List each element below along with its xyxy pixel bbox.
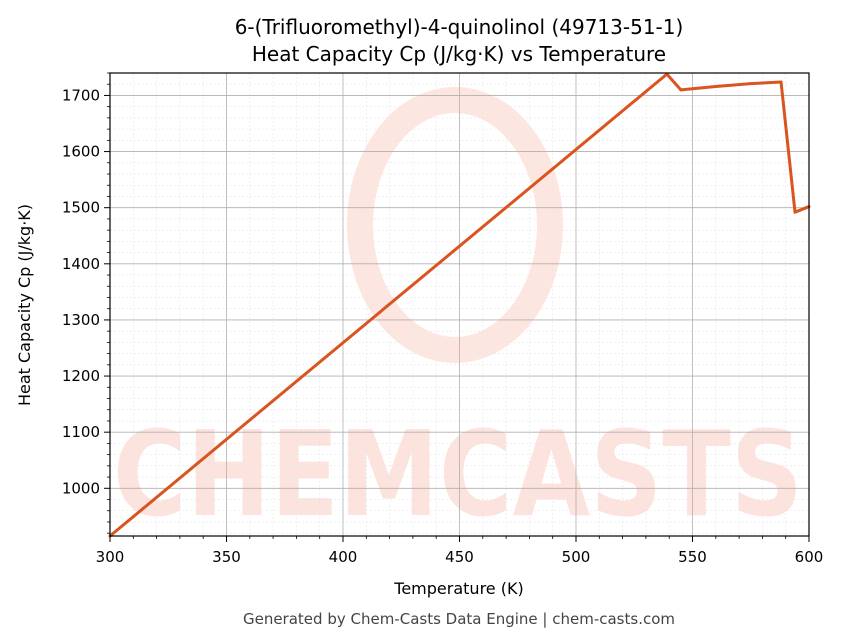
chart-subtitle: Heat Capacity Cp (J/kg·K) vs Temperature	[252, 42, 666, 66]
series-line-heat-capacity	[109, 72, 810, 538]
data-point	[779, 80, 783, 84]
x-tick-label: 300	[96, 548, 125, 566]
y-tick-label: 1400	[62, 255, 100, 273]
watermark-logo-ring	[347, 87, 563, 363]
chart-title: 6-(Trifluoromethyl)-4-quinolinol (49713-…	[235, 15, 684, 39]
data-point	[714, 84, 718, 88]
x-tick-label: 450	[445, 548, 474, 566]
y-tick-label: 1100	[62, 423, 100, 441]
data-points	[108, 72, 811, 538]
y-tick-label: 1600	[62, 143, 100, 161]
x-tick-label: 600	[795, 548, 824, 566]
footer-credit: Generated by Chem-Casts Data Engine | ch…	[243, 610, 675, 628]
y-tick-label: 1000	[62, 479, 100, 497]
y-tick-label: 1500	[62, 199, 100, 217]
data-point	[679, 88, 683, 92]
x-tick-label: 350	[212, 548, 241, 566]
data-point	[793, 210, 797, 214]
axis-ticks	[104, 72, 810, 542]
watermark: CHEMCASTS	[113, 87, 803, 543]
x-tick-labels: 300 350 400 450 500 550 600	[96, 548, 824, 566]
x-tick-label: 400	[329, 548, 358, 566]
data-point	[749, 82, 753, 86]
y-axis-label: Heat Capacity Cp (J/kg·K)	[15, 204, 34, 406]
x-tick-label: 500	[562, 548, 591, 566]
x-axis-label: Temperature (K)	[393, 579, 523, 598]
watermark-text: CHEMCASTS	[113, 405, 803, 543]
y-tick-label: 1200	[62, 367, 100, 385]
y-tick-label: 1300	[62, 311, 100, 329]
y-tick-label: 1700	[62, 86, 100, 104]
y-tick-labels: 1000 1100 1200 1300 1400 1500 1600 1700	[62, 86, 100, 497]
x-tick-label: 550	[678, 548, 707, 566]
